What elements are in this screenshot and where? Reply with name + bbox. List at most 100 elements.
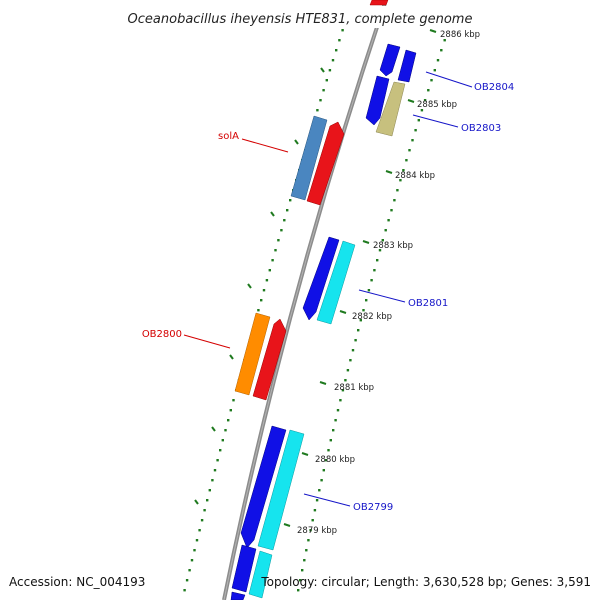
gene-labels: OB2804 OB2803 solA OB2801 OB2800 OB2799 [142, 82, 514, 513]
guide-dot [322, 469, 325, 472]
guide-dot [357, 329, 360, 332]
gene-feature [231, 544, 257, 593]
guide-dot [195, 539, 199, 542]
tick-label: 2883 kbp [373, 241, 413, 251]
tick-label: 2880 kbp [315, 455, 355, 465]
guide-dot [443, 39, 446, 42]
guide-dot [381, 239, 384, 242]
tick-mark [407, 99, 415, 103]
guide-dot [322, 89, 325, 92]
gene-feature [234, 312, 271, 396]
guide-dot [268, 269, 271, 272]
gene-feature [252, 318, 287, 401]
guide-dot [185, 579, 189, 582]
guide-dot [367, 289, 371, 292]
gene-feature [290, 115, 328, 201]
tick-label: 2884 kbp [395, 171, 435, 181]
guide-dot [203, 509, 206, 512]
guide-dot [359, 319, 362, 322]
guide-dot [376, 259, 379, 262]
guide-dot [313, 509, 317, 512]
guide-dot [393, 199, 396, 202]
guide-dot [190, 559, 194, 562]
guide-dot [332, 429, 335, 432]
guide-dot [211, 479, 214, 482]
leader-line [425, 71, 473, 88]
guide-dot [305, 549, 308, 552]
guide-dot [318, 489, 321, 492]
tick-mark [319, 381, 327, 385]
tick-mark [270, 211, 275, 217]
tick-marks [194, 29, 437, 527]
guide-dot [216, 459, 219, 462]
guide-dot [390, 209, 393, 212]
gene-feature [306, 121, 345, 206]
guide-dot [436, 59, 440, 62]
guide-dot [307, 539, 310, 542]
guide-dot [324, 459, 328, 462]
guide-dot [411, 139, 414, 142]
leader-line [412, 114, 459, 128]
guide-dot [402, 169, 405, 172]
guide-dot [257, 309, 260, 312]
gene-feature [230, 591, 246, 600]
guide-dot [183, 589, 186, 592]
guide-dot [365, 299, 368, 302]
guide-dot [224, 429, 227, 432]
guide-dot [319, 99, 322, 102]
gene-feature [248, 550, 273, 599]
tick-label: 2886 kbp [440, 30, 480, 40]
gene-feature [257, 429, 305, 551]
tick-labels: 2886 kbp 2885 kbp 2884 kbp 2883 kbp 2882… [297, 30, 480, 536]
guide-dot [316, 109, 319, 112]
tick-mark [211, 426, 216, 432]
guide-dot [351, 349, 355, 352]
guide-dot [346, 369, 350, 372]
guide-dot [198, 529, 201, 532]
guide-dot [339, 399, 342, 402]
guide-dot [414, 129, 417, 132]
guide-dot [331, 59, 335, 62]
guide-dot [260, 299, 263, 302]
guide-dot [309, 529, 312, 532]
gene-feature [369, 0, 389, 6]
guide-dot [219, 449, 222, 452]
guide-dot [378, 249, 382, 252]
leader-lines [183, 71, 473, 507]
guide-dot [315, 499, 319, 502]
guide-dot [417, 119, 420, 122]
accession-text: Accession: NC_004193 [9, 575, 145, 589]
guide-dot [265, 279, 269, 282]
genes [230, 0, 417, 600]
leader-line [241, 138, 289, 153]
guide-dot [373, 269, 376, 272]
guide-dot [262, 289, 266, 292]
guide-dot [311, 519, 314, 522]
guide-dot [344, 379, 347, 382]
guide-dot [188, 569, 191, 572]
guide-dot [420, 109, 424, 112]
guide-dot [283, 219, 286, 222]
tick-label: 2885 kbp [417, 100, 457, 110]
guide-dot [327, 449, 330, 452]
leader-line [358, 289, 406, 303]
guide-dot [299, 579, 302, 582]
guide-dot [280, 229, 283, 232]
guide-dot [396, 189, 399, 192]
topology-text: Topology: circular; Length: 3,630,528 bp… [260, 575, 591, 589]
guide-dot [338, 39, 341, 42]
tick-mark [339, 310, 347, 314]
guide-dot [433, 69, 436, 72]
tick-label: 2881 kbp [334, 383, 374, 393]
tick-label: 2879 kbp [297, 526, 337, 536]
tick-label: 2882 kbp [352, 312, 392, 322]
gene-label: OB2799 [353, 502, 393, 513]
guide-dot [341, 389, 345, 392]
guide-dot [334, 419, 337, 422]
tick-mark [320, 67, 325, 73]
gene-feature [365, 75, 390, 126]
guide-dot [405, 159, 408, 162]
guide-dot [303, 559, 306, 562]
guide-dot [208, 489, 211, 492]
gene-label: OB2800 [142, 329, 182, 340]
